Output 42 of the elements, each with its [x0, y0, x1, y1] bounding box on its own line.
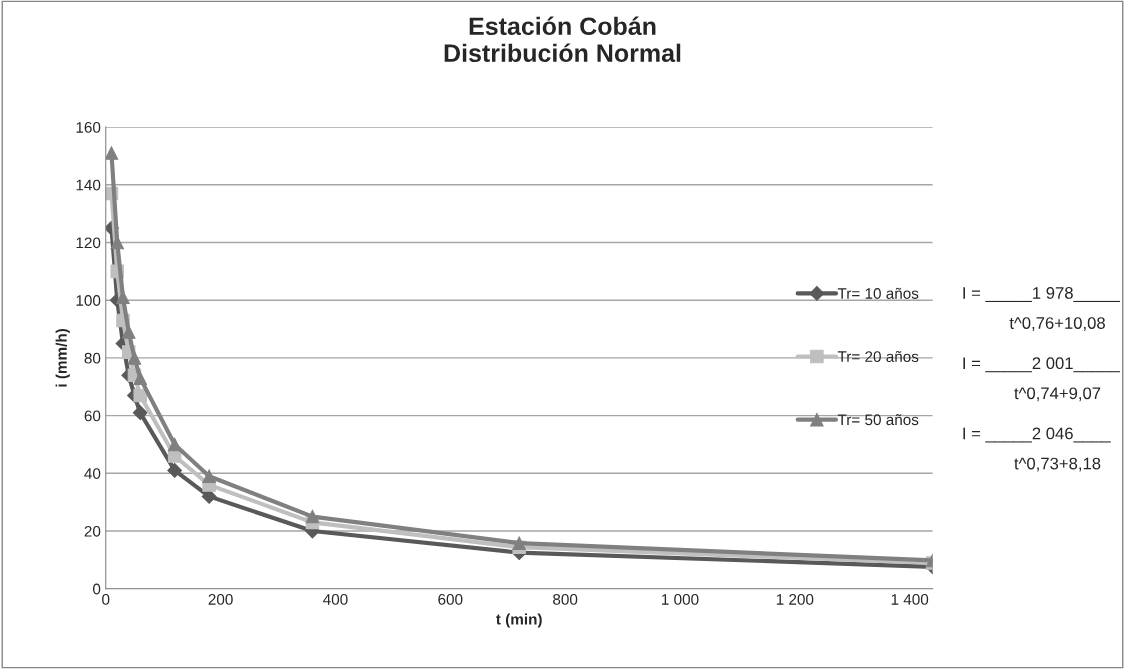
- point: [167, 437, 182, 452]
- point: [201, 489, 217, 504]
- point: [512, 536, 526, 550]
- text: I = _____2 001_____: [963, 357, 1121, 373]
- legend-label: Tr= 20 años: [837, 350, 919, 363]
- text: t^0,76+10,08: [1009, 317, 1105, 331]
- y-tick-label: 80: [84, 352, 101, 364]
- point: [305, 509, 320, 524]
- y-tick-label: 0: [92, 583, 101, 595]
- legend-label: Tr= 10 años: [837, 287, 919, 299]
- y-tick-label: 20: [84, 525, 101, 537]
- x-tick-label: 1 000: [662, 593, 699, 605]
- y-tick-label: 140: [76, 179, 101, 191]
- x-tick-label: 200: [208, 593, 233, 605]
- y-tick-label: 40: [84, 468, 101, 479]
- point: [132, 405, 148, 421]
- point: [133, 388, 147, 403]
- y-tick-label: 160: [76, 121, 101, 133]
- point: [202, 469, 216, 483]
- point: [167, 463, 183, 478]
- x-tick-label: 1 400: [891, 593, 929, 605]
- text: t^0,73+8,18: [1014, 457, 1101, 472]
- text: I = _____1 978_____: [963, 287, 1121, 302]
- x-tick-label: 800: [553, 593, 578, 605]
- y-axis-title: i (mm/h): [55, 328, 70, 387]
- x-tick-label: 1 200: [776, 593, 814, 605]
- text: I = _____2 046____: [963, 427, 1111, 443]
- point: [127, 351, 142, 365]
- point: [105, 146, 119, 160]
- x-axis-title: t (min): [496, 613, 542, 628]
- x-tick-label: 0: [102, 593, 110, 605]
- x-tick-label: 600: [438, 593, 463, 605]
- text: t^0,74+9,07: [1014, 387, 1101, 402]
- y-tick-label: 100: [76, 295, 101, 306]
- legend-label: Tr= 50 años: [837, 414, 919, 426]
- point: [121, 325, 136, 339]
- x-tick-label: 400: [323, 593, 348, 605]
- y-tick-label: 120: [76, 237, 101, 249]
- chart-title: Estación Cobán Distribución Normal: [444, 16, 681, 63]
- point: [133, 371, 147, 385]
- y-tick-label: 60: [84, 410, 101, 422]
- point: [116, 290, 130, 305]
